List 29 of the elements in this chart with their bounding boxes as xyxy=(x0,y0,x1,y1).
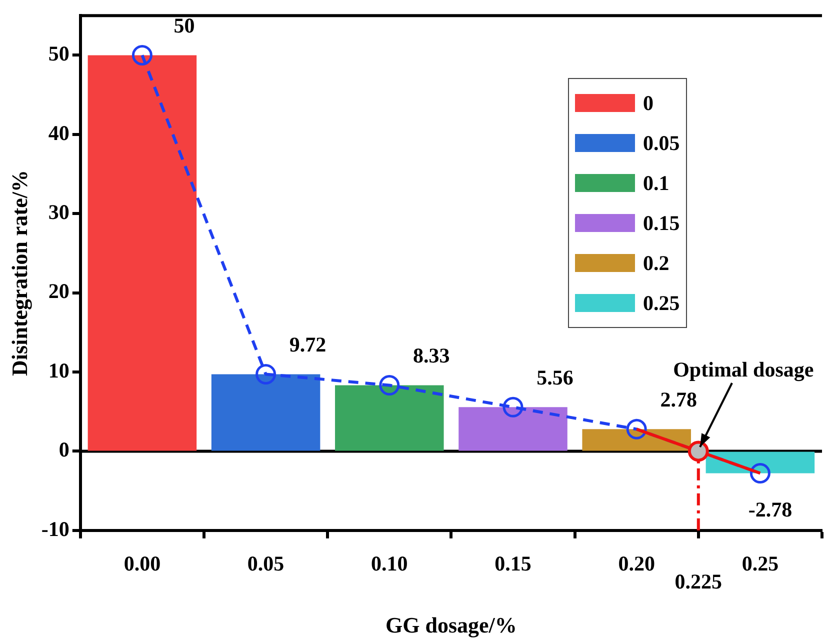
y-tick-label: -10 xyxy=(41,516,70,541)
data-label: 50 xyxy=(174,14,195,38)
data-label: 2.78 xyxy=(660,388,697,412)
y-tick-label: 20 xyxy=(48,279,70,304)
ref-line-label: 0.225 xyxy=(674,569,722,594)
x-tick-label: 0.05 xyxy=(247,551,284,576)
x-axis-title: GG dosage/% xyxy=(385,612,517,638)
x-tick-label: 0.15 xyxy=(494,551,532,576)
annotation: Optimal dosage xyxy=(673,358,814,382)
legend-label: 0.15 xyxy=(643,210,680,236)
data-label: 9.72 xyxy=(289,332,326,357)
x-tick-label: 0.00 xyxy=(124,551,161,576)
x-tick-label: 0.10 xyxy=(371,551,408,576)
x-tick-label: 0.25 xyxy=(742,551,779,576)
y-tick-label: 30 xyxy=(48,200,70,224)
y-axis-title: Disintegration rate/% xyxy=(6,170,32,376)
y-tick-label: 40 xyxy=(48,120,70,145)
x-tick-label: 0.20 xyxy=(618,551,655,576)
legend-label: 0 xyxy=(643,90,654,116)
data-label: 5.56 xyxy=(536,366,574,390)
data-label: -2.78 xyxy=(748,498,792,522)
y-tick-label: 10 xyxy=(48,358,70,382)
legend-label: 0.1 xyxy=(643,170,670,196)
legend-label: 0.05 xyxy=(643,130,680,156)
legend-label: 0.2 xyxy=(643,250,670,276)
y-tick-label: 50 xyxy=(48,42,70,66)
legend-label: 0.25 xyxy=(643,290,680,316)
data-label: 8.33 xyxy=(413,344,450,368)
y-tick-label: 0 xyxy=(58,438,70,462)
